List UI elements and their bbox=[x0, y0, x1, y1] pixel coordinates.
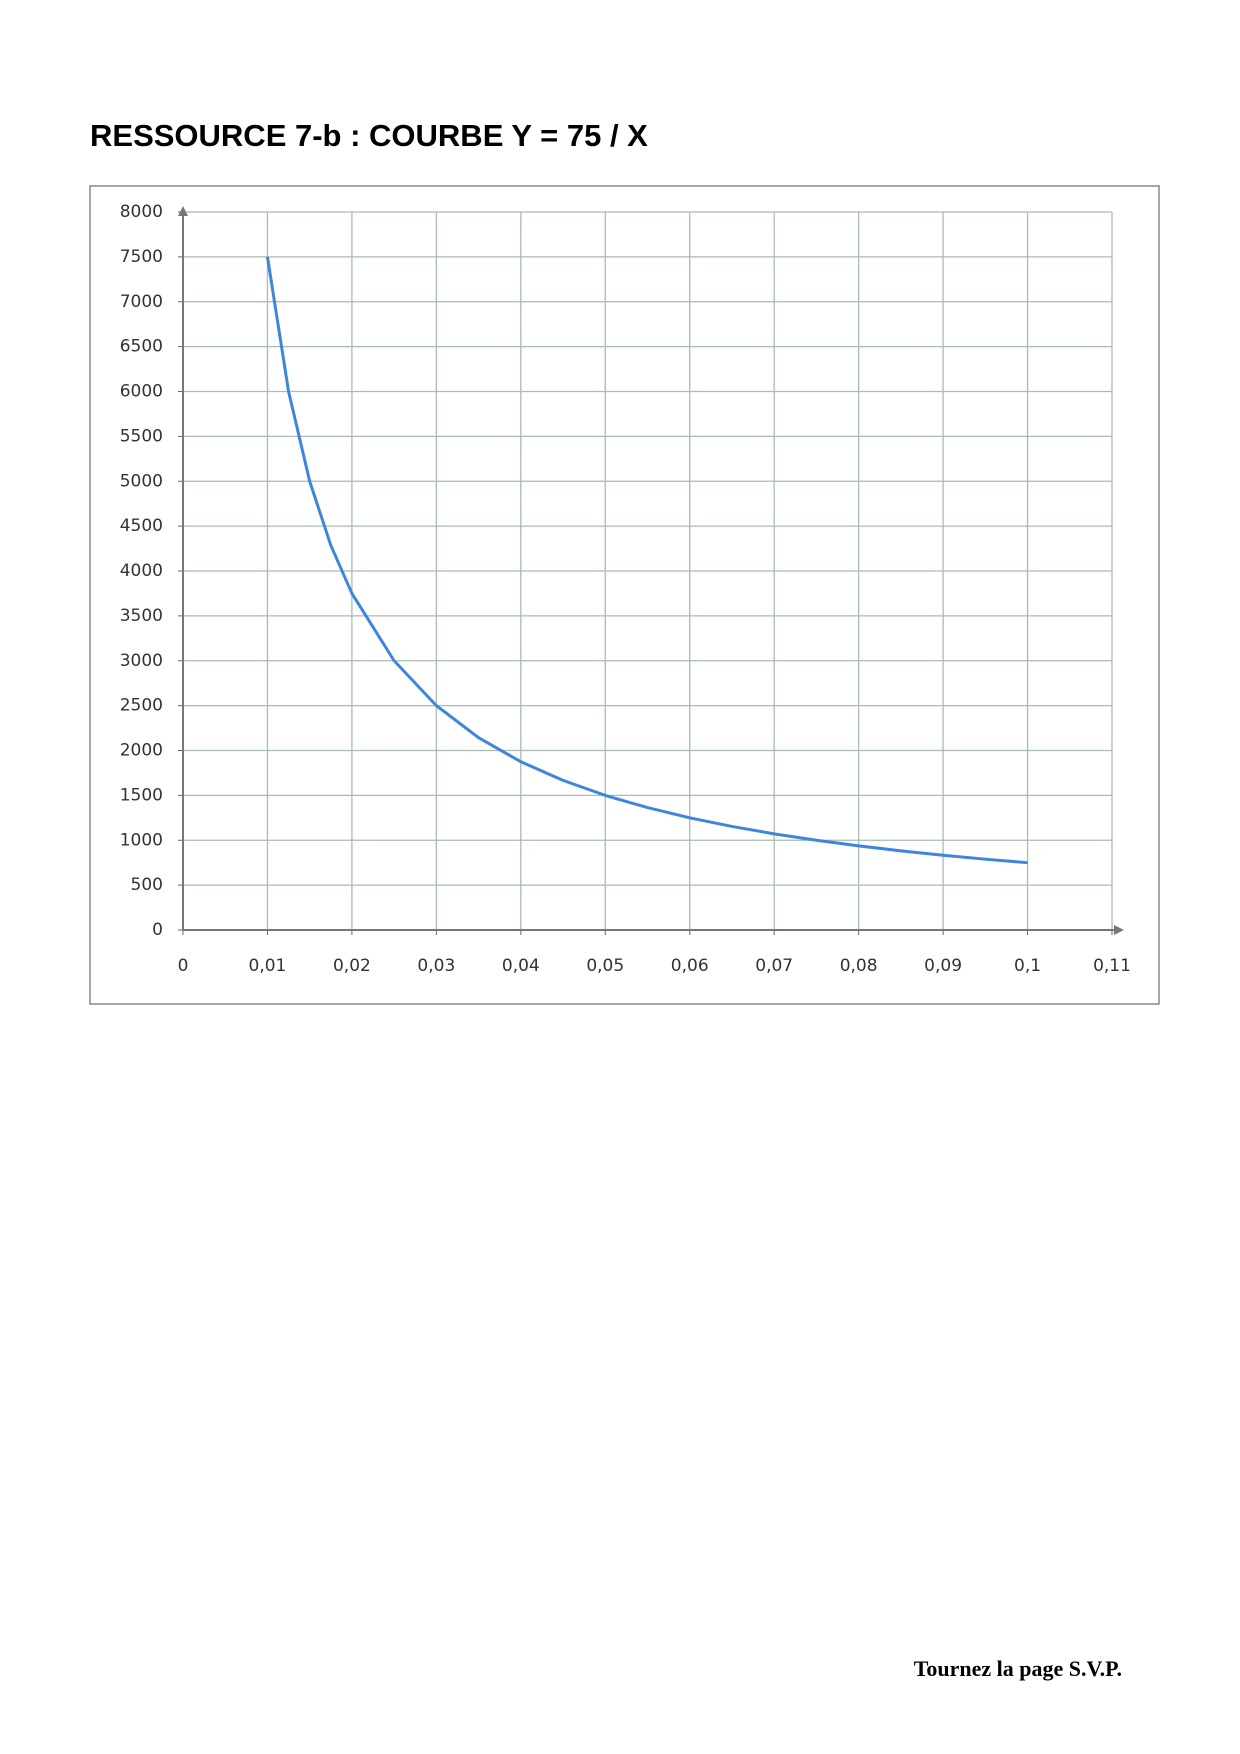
y-tick-label: 1000 bbox=[120, 830, 163, 850]
y-tick-label: 6000 bbox=[120, 382, 163, 402]
y-tick-label: 4500 bbox=[120, 516, 163, 536]
x-tick-label: 0,02 bbox=[333, 956, 371, 976]
y-tick-label: 6500 bbox=[120, 337, 163, 357]
chart-frame bbox=[89, 185, 1160, 1005]
y-tick-label: 2500 bbox=[120, 696, 163, 716]
x-tick-label: 0,09 bbox=[924, 956, 962, 976]
y-tick-label: 7000 bbox=[120, 292, 163, 312]
x-tick-label: 0,11 bbox=[1093, 956, 1131, 976]
y-tick-label: 2000 bbox=[120, 741, 163, 761]
y-tick-label: 4000 bbox=[120, 561, 163, 581]
x-tick-label: 0,06 bbox=[671, 956, 709, 976]
x-tick-label: 0,07 bbox=[755, 956, 793, 976]
x-tick-label: 0,08 bbox=[840, 956, 878, 976]
x-tick-label: 0,05 bbox=[586, 956, 624, 976]
x-tick-label: 0,04 bbox=[502, 956, 540, 976]
y-tick-label: 8000 bbox=[120, 202, 163, 222]
y-arrow bbox=[178, 206, 188, 216]
y-tick-label: 3500 bbox=[120, 606, 163, 626]
data-line bbox=[265, 256, 1028, 865]
x-tick-label: 0,1 bbox=[1014, 956, 1041, 976]
y-tick-label: 500 bbox=[131, 875, 163, 895]
y-tick-label: 3000 bbox=[120, 651, 163, 671]
y-tick-label: 7500 bbox=[120, 247, 163, 267]
y-tick-label: 0 bbox=[152, 920, 163, 940]
x-tick-label: 0,01 bbox=[249, 956, 287, 976]
y-tick-label: 5000 bbox=[120, 471, 163, 491]
chart: 0 500 1000 1500 2000 2500 3000 3500 4000 4500 5000… bbox=[89, 185, 1160, 1005]
y-tick-label: 5500 bbox=[120, 426, 163, 446]
x-tick-label: 0 bbox=[178, 956, 189, 976]
x-arrow bbox=[1114, 925, 1124, 935]
title: RESSOURCE 7-b : COURBE Y = 75 / X bbox=[90, 118, 648, 153]
footer: Tournez la page S.V.P. bbox=[913, 1656, 1122, 1681]
x-tick-label: 0,03 bbox=[417, 956, 455, 976]
y-tick-label: 1500 bbox=[120, 785, 163, 805]
